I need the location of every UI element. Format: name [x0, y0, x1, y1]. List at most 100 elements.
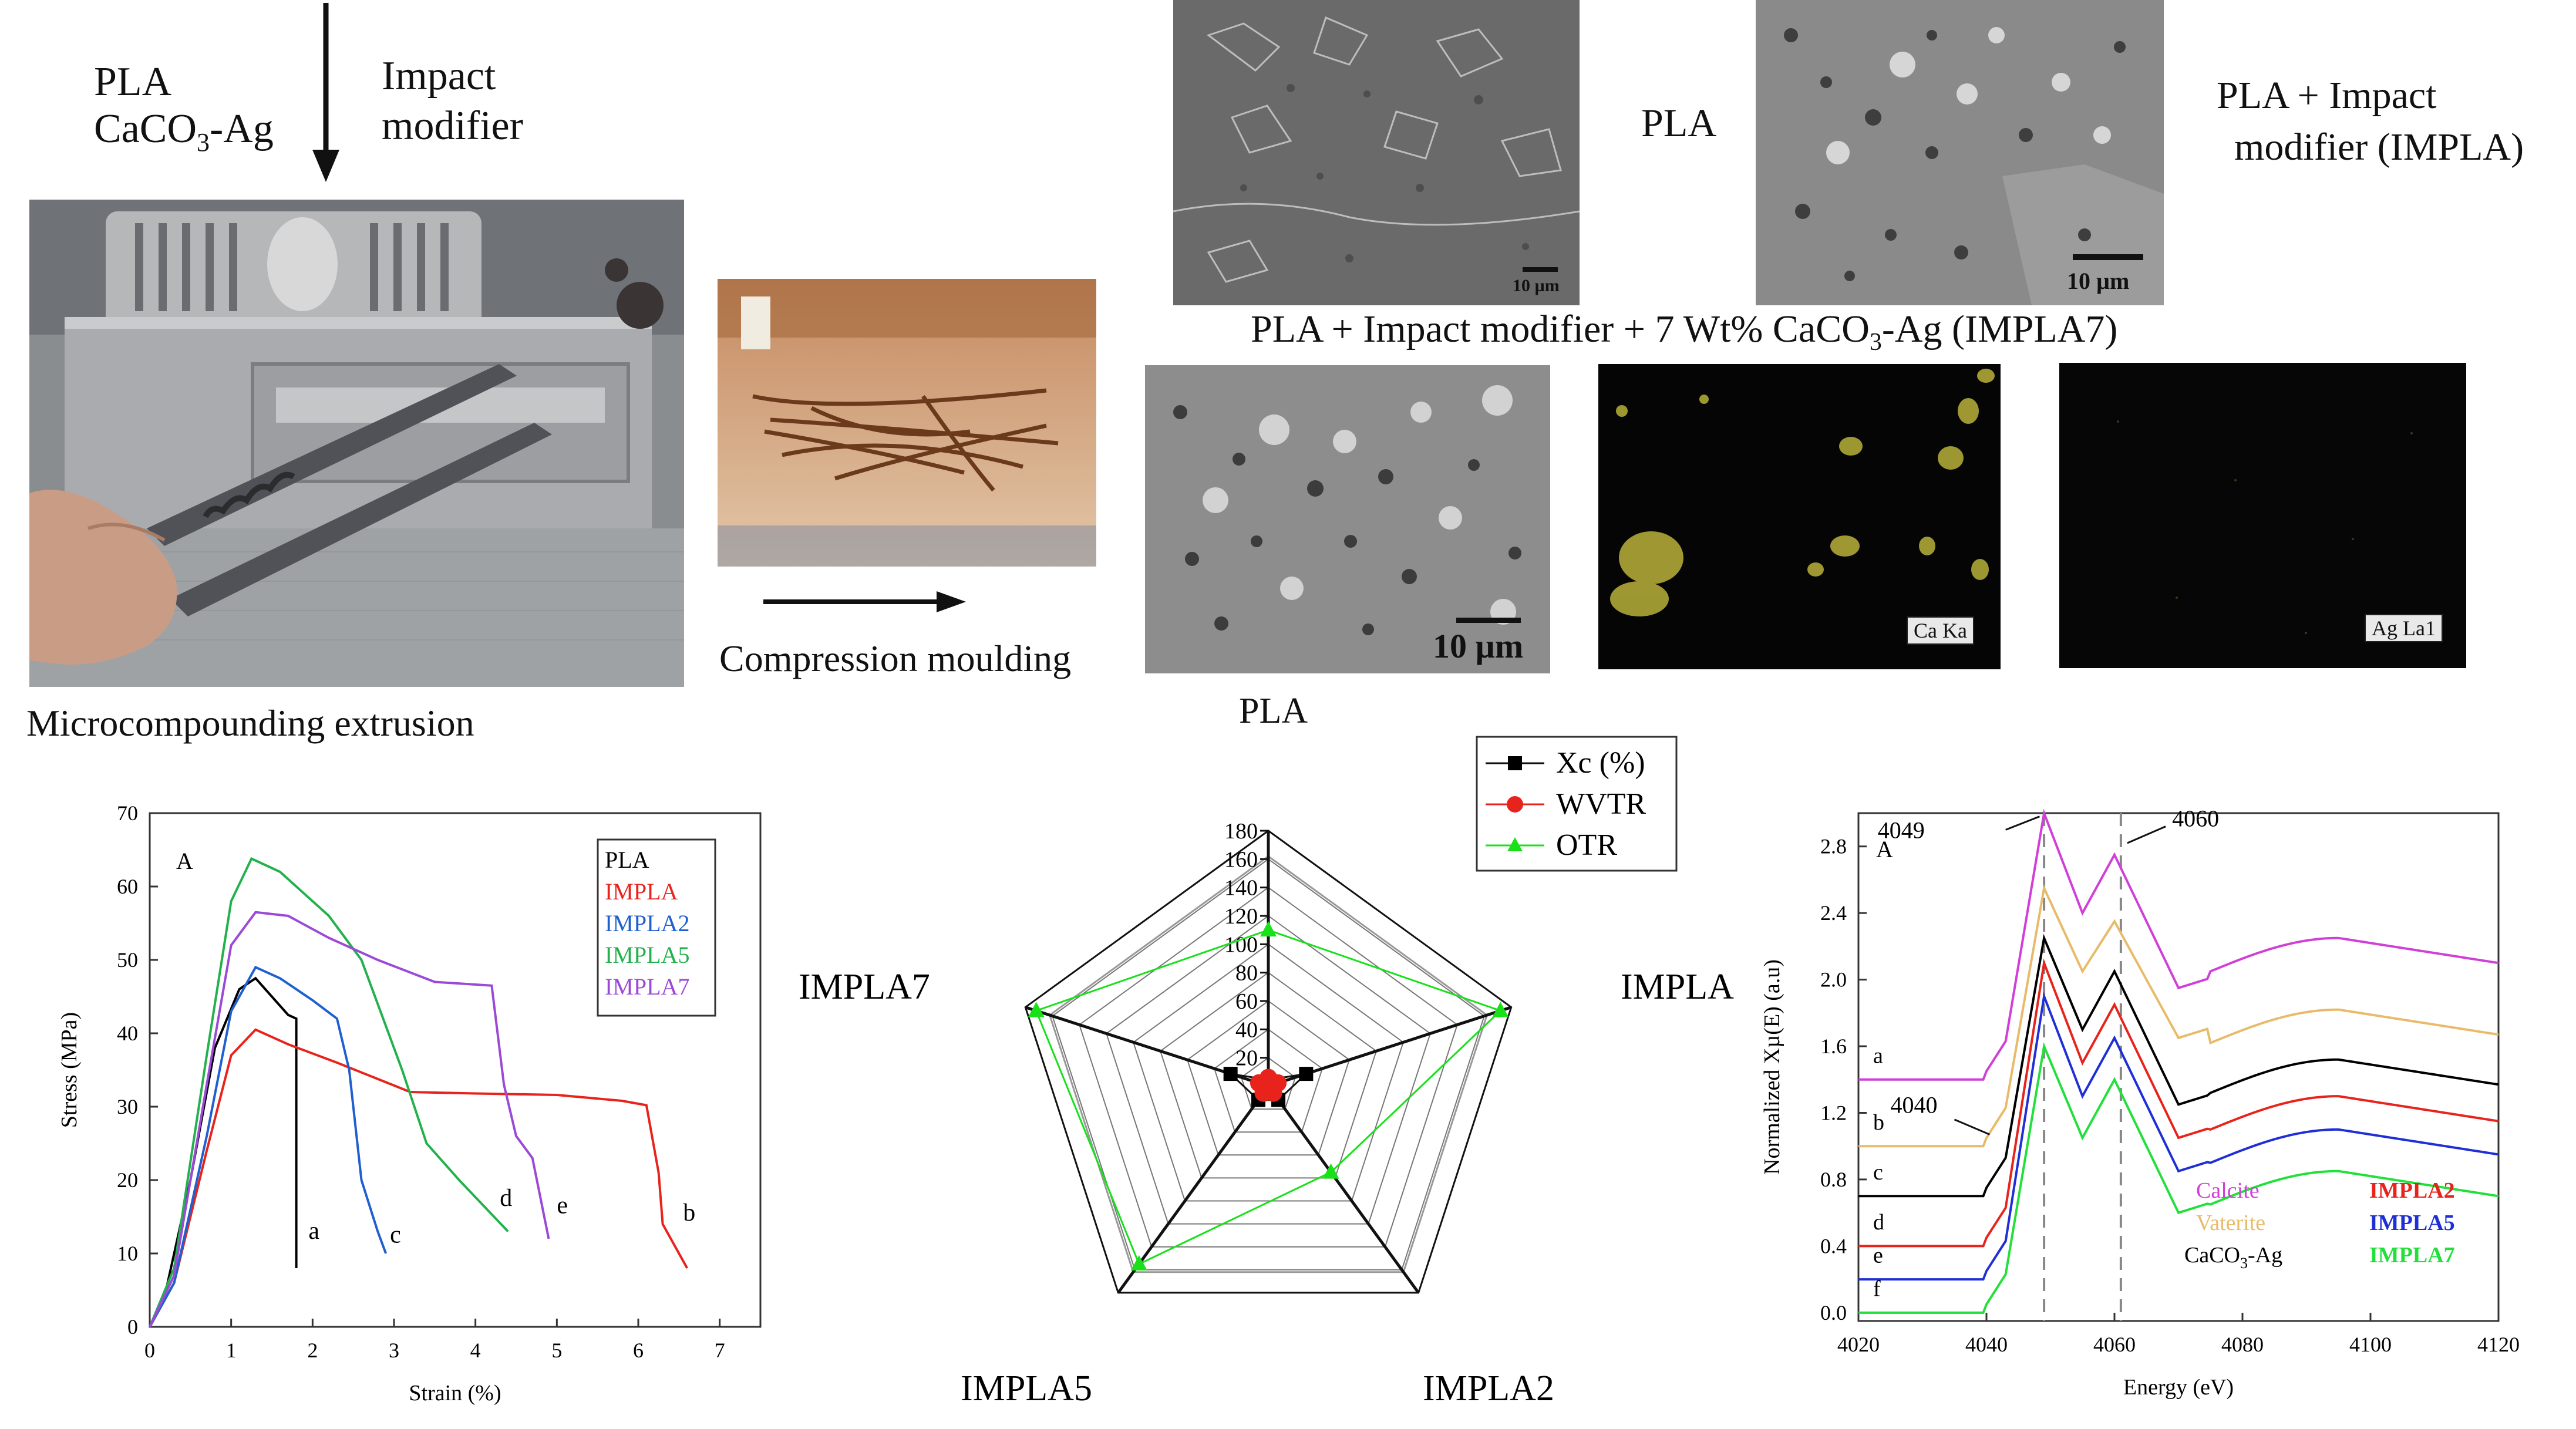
radar-legend-marker [1508, 756, 1522, 770]
stress-series-impla7 [149, 911, 550, 1327]
impla7-label-pre: PLA + Impact modifier + 7 Wt% CaCO [1251, 308, 1870, 350]
radar-grid-ring [1213, 1029, 1324, 1133]
stress-series-impla2 [149, 965, 388, 1327]
radar-grid-ring [1079, 887, 1458, 1248]
xanes-legend-ag: -Ag [2248, 1243, 2282, 1268]
radar-grid-ring [1159, 972, 1378, 1179]
radar-tick-label: 120 [1224, 904, 1258, 929]
radar-point-otr [1260, 921, 1277, 937]
radar-axis-label-impla5: IMPLA5 [961, 1369, 1092, 1408]
stress-x-axis-label: Strain (%) [409, 1381, 501, 1406]
xanes-x-tick-label: 4120 [2477, 1333, 2520, 1356]
stress-curve-tag-a: a [308, 1218, 319, 1245]
sem-pla-image: 10 µm [1173, 0, 1580, 305]
stress-curve-tag-d: d [500, 1185, 512, 1212]
edx-ca-map: Ca Ka [1598, 364, 2001, 669]
input-caco3ag: CaCO3-Ag [94, 109, 274, 156]
radar-axis-label-impla2: IMPLA2 [1423, 1369, 1554, 1408]
xanes-legend-impla7: IMPLA7 [2369, 1243, 2455, 1268]
radar-legend-label: OTR [1556, 828, 1617, 862]
radar-legend-label: WVTR [1556, 787, 1646, 821]
extruder-illustration [29, 200, 684, 687]
xanes-y-tick-label: 2.0 [1820, 968, 1847, 992]
edx-ag-map: Ag La1 [2059, 363, 2466, 668]
radar-axis-label-impla: IMPLA [1621, 967, 1734, 1007]
stress-x-tick-label: 0 [144, 1339, 155, 1362]
radar-grid-ring [1240, 1057, 1297, 1110]
radar-point-xc [1223, 1067, 1238, 1081]
xanes-x-axis-label: Energy (eV) [2123, 1375, 2234, 1400]
stress-x-tick-label: 2 [307, 1339, 318, 1362]
xanes-series-impla2 [1858, 958, 2499, 1248]
edx-ca-tag: Ca Ka [1907, 616, 1974, 645]
xanes-annotation-4049: 4049 [1878, 817, 1925, 844]
xanes-curve-tag-e: e [1873, 1243, 1883, 1268]
stress-curve-tag-e: e [557, 1192, 568, 1219]
stress-legend-entry-impla2: IMPLA2 [605, 910, 689, 936]
stress-plot-frame [149, 812, 762, 1328]
xanes-chart: 4020 4040 4060 4080 4100 4120 0.0 0.4 0.8 1.2 1.6 2… [1760, 806, 2520, 1400]
xanes-panel-label: A [1876, 836, 1893, 862]
input-pla: PLA [94, 59, 172, 105]
input-modifier: modifier [382, 103, 524, 149]
stress-legend-entry-impla: IMPLA [605, 878, 678, 905]
radar-tick-label: 180 [1224, 819, 1258, 844]
xanes-plot-frame [1857, 812, 2500, 1322]
radar-tick-label: 100 [1224, 932, 1258, 957]
sem-impla-scalebar-label: 10 µm [2067, 268, 2130, 294]
xanes-legend-caco3: CaCO [2184, 1243, 2240, 1268]
moulded-samples-illustration [718, 279, 1096, 567]
radar-tick-label: 40 [1235, 1017, 1258, 1042]
edx-ag-tag: Ag La1 [2365, 614, 2443, 642]
radar-tick-label: 140 [1224, 876, 1258, 901]
xanes-legend-caco3ag: CaCO3-Ag [2184, 1243, 2282, 1272]
stress-y-tick-label: 10 [117, 1242, 138, 1265]
stress-legend-entry-pla: PLA [605, 847, 649, 873]
stress-y-tick-label: 20 [117, 1168, 138, 1192]
xanes-legend-impla2: IMPLA2 [2369, 1178, 2455, 1203]
xanes-annotation-4060: 4060 [2172, 806, 2219, 832]
radar-grid-ring [1186, 1000, 1351, 1156]
stress-x-tick-label: 7 [715, 1339, 725, 1362]
xanes-legend-sub: 3 [2240, 1255, 2248, 1272]
radar-outer-ring [1024, 830, 1513, 1294]
radar-ring-inner [1048, 855, 1489, 1273]
right-arrow-icon [763, 591, 966, 612]
radar-legend-label: Xc (%) [1556, 746, 1645, 780]
radar-point-otr [1028, 1002, 1045, 1017]
stress-x-tick-label: 5 [551, 1339, 562, 1362]
sem-impla-label-l1: PLA + Impact [2217, 74, 2437, 117]
stress-series-impla5 [149, 857, 509, 1327]
stress-series-impla [149, 1028, 688, 1327]
stress-curve-tag-c: c [390, 1221, 401, 1248]
xanes-y-tick-label: 1.6 [1820, 1034, 1847, 1058]
stress-y-tick-label: 30 [117, 1095, 138, 1118]
stress-x-tick-label: 6 [633, 1339, 644, 1362]
radar-point-xc [1299, 1067, 1314, 1081]
stress-y-tick-label: 60 [117, 875, 138, 898]
xanes-series-caco3-ag [1858, 933, 2499, 1198]
impla7-label-post: -Ag (IMPLA7) [1881, 308, 2118, 350]
xanes-x-tick-label: 4100 [2349, 1333, 2392, 1356]
stress-x-tick-label: 4 [470, 1339, 481, 1362]
radar-series-otr [1035, 929, 1503, 1266]
xanes-y-tick-label: 0.0 [1820, 1301, 1847, 1324]
radar-tick-label: 160 [1224, 847, 1258, 872]
xanes-y-tick-label: 2.8 [1820, 835, 1847, 858]
radar-tick-label: 80 [1235, 961, 1258, 986]
radar-point-otr [1492, 1002, 1509, 1017]
radar-tick-label: 20 [1235, 1046, 1258, 1071]
xanes-y-axis-label: Normalized Xµ(E) (a.u) [1760, 959, 1784, 1175]
stress-y-tick-label: 0 [127, 1315, 138, 1339]
stress-x-tick-label: 3 [389, 1339, 399, 1362]
stress-legend-entry-impla7: IMPLA7 [605, 973, 689, 1000]
xanes-series-impla7 [1858, 1042, 2499, 1314]
sem-pla-label: PLA [1641, 100, 1717, 145]
impla7-label-sub: 3 [1869, 329, 1882, 356]
xanes-y-tick-label: 1.2 [1820, 1101, 1847, 1124]
down-arrow-icon [312, 3, 339, 182]
sem-impla7-image: 10 µm [1145, 365, 1550, 673]
stress-y-tick-label: 50 [117, 948, 138, 972]
radar-chart: 20 40 60 80 100 120 140 160 180 IMPLA IMPLA2 IMPLA5… [799, 736, 1734, 1408]
